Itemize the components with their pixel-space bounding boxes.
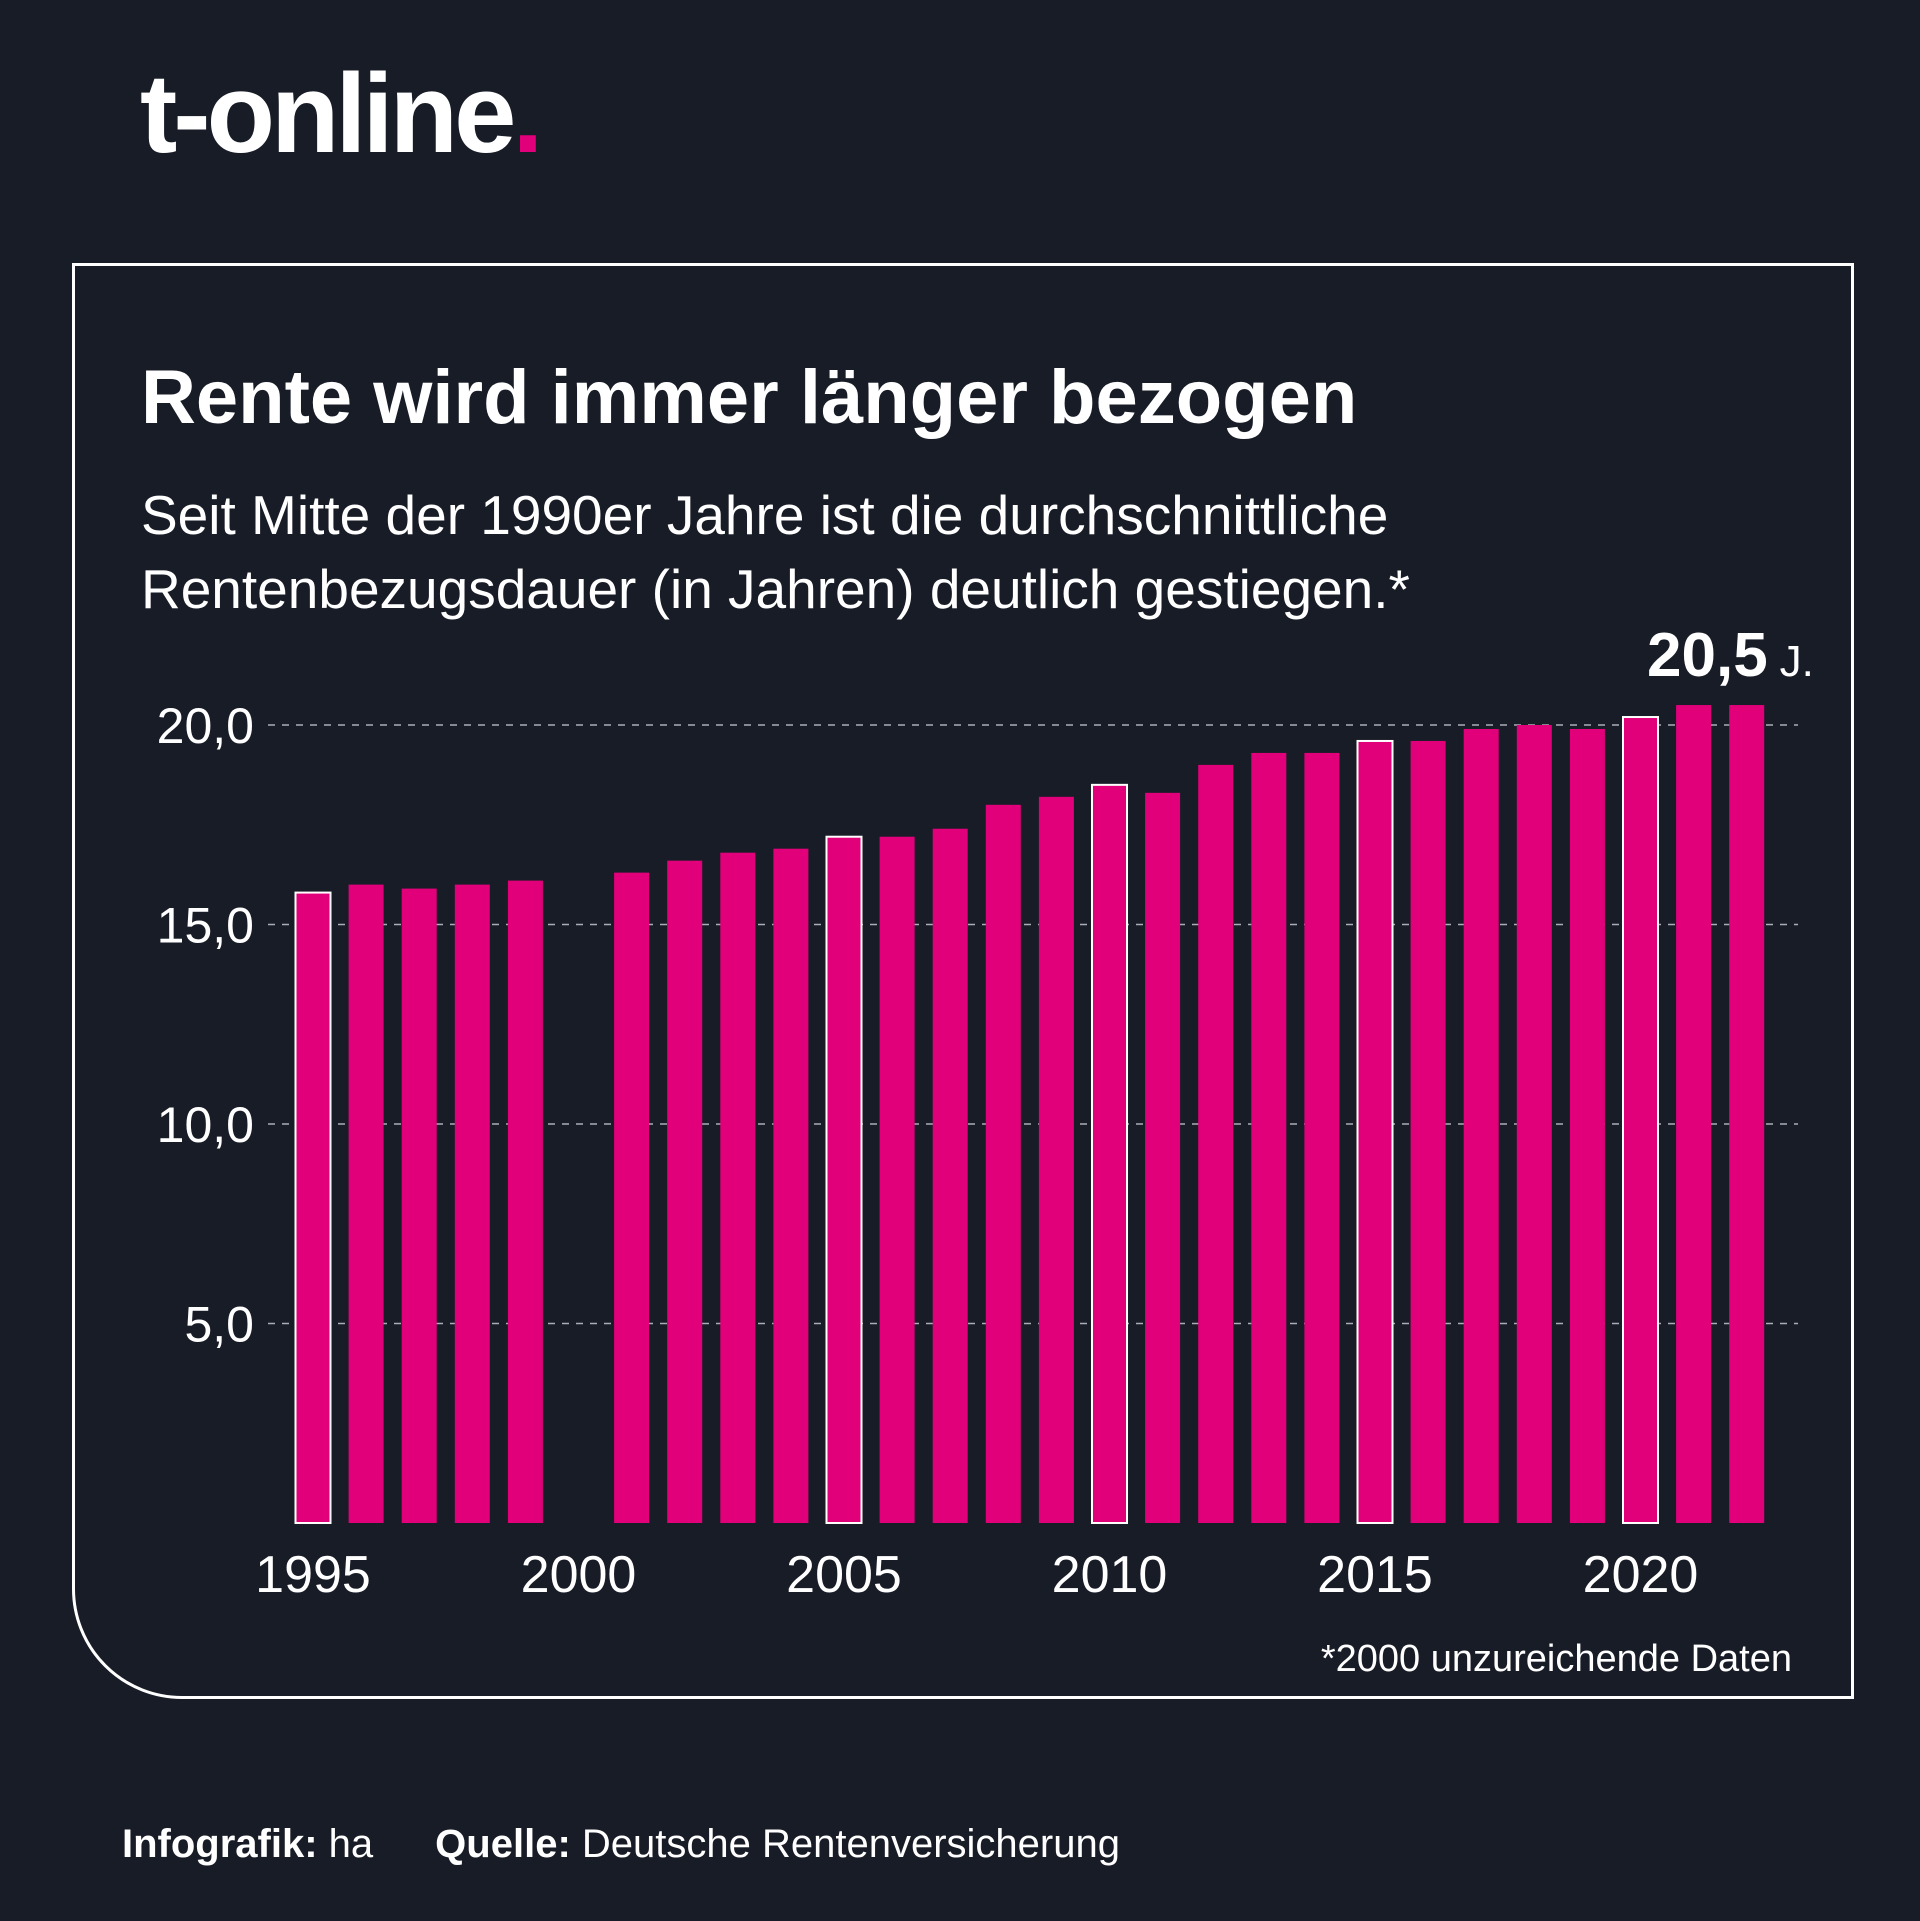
subtitle-line-1: Seit Mitte der 1990er Jahre ist die durc… — [141, 484, 1389, 546]
brand-name: t-online — [140, 51, 516, 176]
brand-logo: t-online. — [140, 58, 544, 170]
latest-value-callout: 20,5 J. — [1647, 620, 1814, 691]
bar — [1091, 783, 1128, 1524]
chart-title: Rente wird immer länger bezogen — [141, 355, 1358, 440]
brand-dot: . — [512, 51, 543, 176]
bar — [507, 880, 543, 1523]
x-tick-label: 2015 — [1317, 1546, 1433, 1604]
bar — [879, 836, 915, 1523]
bar — [1145, 792, 1181, 1523]
bar — [1251, 752, 1287, 1523]
chart-subtitle: Seit Mitte der 1990er Jahre ist die durc… — [141, 478, 1410, 626]
bar — [667, 860, 703, 1523]
bar — [1304, 752, 1340, 1523]
bar — [1569, 728, 1605, 1523]
bar — [1622, 716, 1659, 1524]
bar — [1198, 764, 1234, 1523]
y-tick-label: 20,0 — [157, 698, 254, 754]
latest-value-unit: J. — [1779, 637, 1814, 686]
bar — [1516, 725, 1552, 1523]
axis-layer: 5,0 10,0 15,0 20,0 1995 2000 2005 2010 2015 2020 — [157, 698, 1699, 1604]
bar — [773, 848, 809, 1523]
x-tick-label: 2000 — [521, 1546, 637, 1604]
bar — [1410, 740, 1446, 1523]
quelle-label: Quelle: — [435, 1822, 571, 1866]
bar — [454, 884, 490, 1523]
credits: Infografik: ha Quelle: Deutsche Rentenver… — [122, 1822, 1120, 1867]
bar — [825, 835, 863, 1524]
bar — [401, 888, 437, 1523]
bar — [932, 828, 968, 1523]
subtitle-line-2: Rentenbezugsdauer (in Jahren) deutlich g… — [141, 558, 1410, 620]
chart-frame — [72, 263, 1854, 1699]
bar — [348, 884, 384, 1523]
x-tick-label: 1995 — [255, 1546, 371, 1604]
x-tick-label: 2010 — [1052, 1546, 1168, 1604]
y-tick-label: 10,0 — [157, 1097, 254, 1153]
y-tick-label: 15,0 — [157, 898, 254, 954]
bar — [720, 852, 756, 1523]
bar-layer — [294, 705, 1765, 1524]
x-tick-label: 2005 — [786, 1546, 902, 1604]
y-tick-label: 5,0 — [184, 1297, 254, 1353]
bar — [294, 891, 332, 1524]
bar — [985, 804, 1021, 1523]
bar — [1729, 705, 1765, 1523]
latest-value: 20,5 — [1647, 621, 1768, 690]
footnote: *2000 unzureichende Daten — [1320, 1638, 1792, 1680]
infografik-value: ha — [328, 1822, 374, 1866]
infografik-label: Infografik: — [122, 1822, 318, 1866]
bar — [1356, 739, 1394, 1524]
bar — [614, 872, 650, 1523]
bar — [1676, 705, 1712, 1523]
bar — [1463, 728, 1499, 1523]
grid-layer — [268, 724, 1798, 1325]
x-tick-label: 2020 — [1583, 1546, 1699, 1604]
bar — [1038, 796, 1074, 1523]
quelle-value: Deutsche Rentenversicherung — [581, 1822, 1120, 1866]
